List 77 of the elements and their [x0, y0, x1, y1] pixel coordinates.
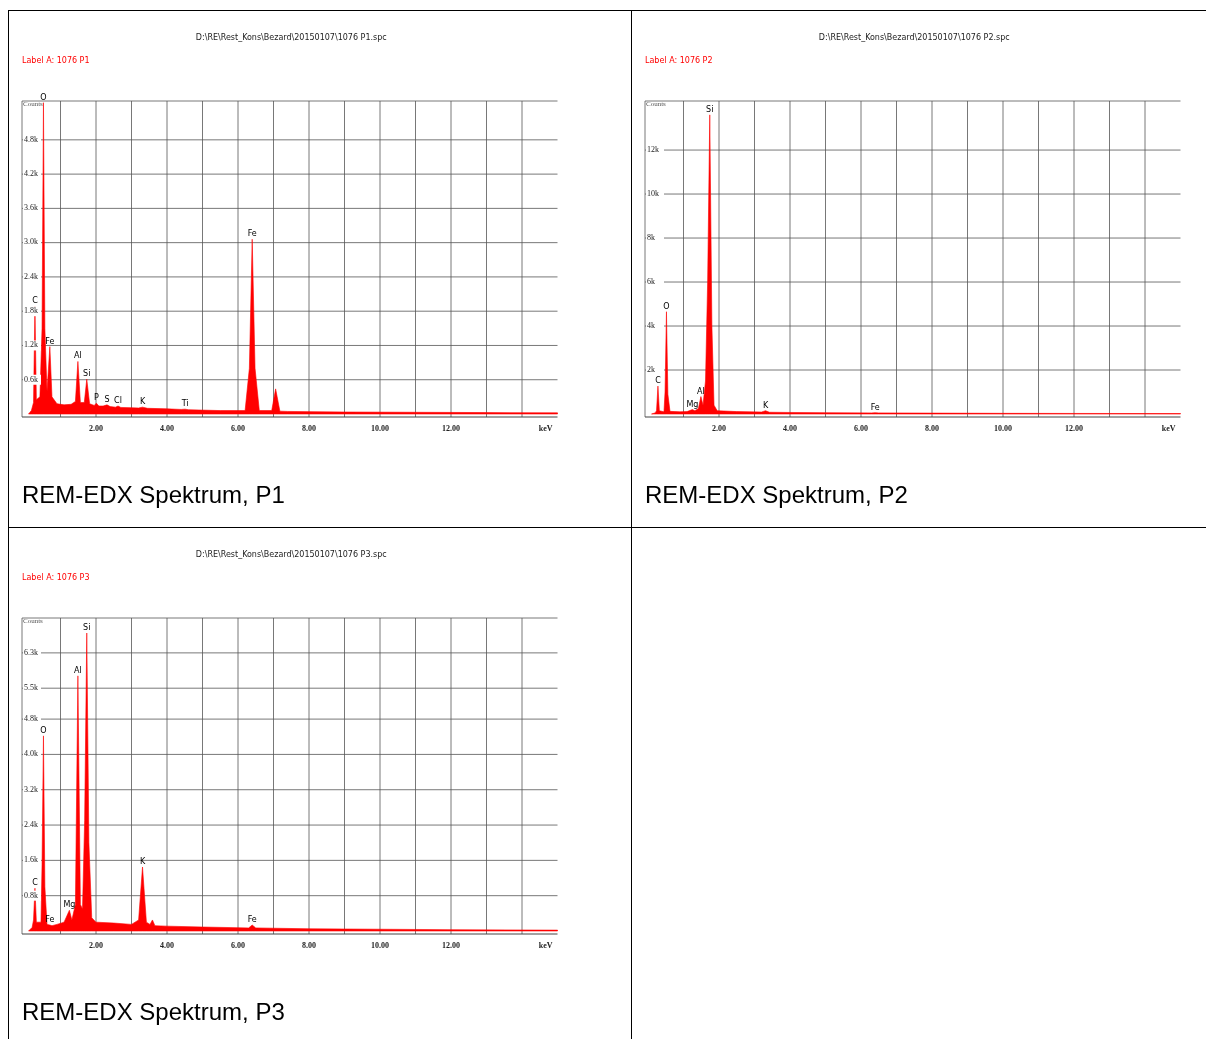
- annotation: Si: [83, 623, 91, 633]
- annotation: S: [104, 394, 110, 404]
- y-tick-label: 3.6k: [24, 203, 38, 213]
- annotation: Al: [74, 351, 82, 361]
- y-tick-label: 4k: [647, 320, 655, 330]
- chart-title: D:\RE\Rest_Kons\Bezard\20150107\1076 P1.spc: [195, 33, 387, 42]
- annotation: K: [139, 397, 146, 407]
- y-tick-label: 1.8k: [24, 306, 38, 316]
- x-tick-label: 2.00: [89, 424, 103, 433]
- annotation: C: [32, 296, 39, 306]
- text: REM-EDX Spektrum, P1: [22, 481, 285, 508]
- annotation: Fe: [247, 915, 257, 925]
- y-tick-label: 12k: [647, 144, 659, 154]
- chart-title: D:\RE\Rest_Kons\Bezard\20150107\1076 P3.spc: [195, 550, 387, 559]
- x-tick-label: 10.00: [994, 424, 1012, 433]
- annotation: Mg: [686, 399, 699, 409]
- x-tick-label: 4.00: [160, 424, 174, 433]
- y-tick-label: 0.6k: [24, 374, 38, 384]
- annotation: Si: [83, 369, 91, 379]
- y-tick-label: 10k: [647, 188, 659, 198]
- annotation: O: [40, 725, 47, 735]
- x-tick-label: 8.00: [302, 941, 316, 950]
- x-tick-label: 12.00: [442, 424, 460, 433]
- y-tick-label: 1.6k: [24, 855, 38, 865]
- x-tick-label: 8.00: [302, 424, 316, 433]
- annotation: Fe: [870, 402, 880, 412]
- annotation: Al: [697, 386, 705, 396]
- chart-subtitle: Label A: 1076 P1: [22, 56, 90, 65]
- chart-subtitle: Label A: 1076 P2: [645, 56, 713, 65]
- y-tick-label: 4.0k: [24, 749, 38, 759]
- x-tick-label: 10.00: [371, 941, 389, 950]
- y-tick-label: 3.2k: [24, 784, 38, 794]
- y-tick-label: 1.2k: [24, 340, 38, 350]
- chart-title: D:\RE\Rest_Kons\Bezard\20150107\1076 P2.spc: [818, 33, 1010, 42]
- y-tick-label: 5.5k: [24, 683, 38, 693]
- chart-subtitle: Label A: 1076 P3: [22, 573, 90, 582]
- x-tick-label: 6.00: [231, 424, 245, 433]
- x-tick-label: 8.00: [925, 424, 939, 433]
- annotation: K: [139, 856, 146, 866]
- x-tick-label: 6.00: [231, 941, 245, 950]
- text: REM-EDX Spektrum, P2: [645, 481, 908, 508]
- annotation: Si: [706, 104, 714, 114]
- x-tick-label: 2.00: [89, 941, 103, 950]
- x-tick-label: 4.00: [160, 941, 174, 950]
- y-tick-label: 4.8k: [24, 134, 38, 144]
- annotation: Fe: [45, 336, 55, 346]
- annotation: Al: [74, 665, 82, 675]
- y-tick-label: 3.0k: [24, 237, 38, 247]
- x-tick-label: 10.00: [371, 424, 389, 433]
- x-tick-label: 2.00: [712, 424, 726, 433]
- annotation: C: [32, 878, 39, 888]
- x-tick-label: 4.00: [783, 424, 797, 433]
- y-tick-label: 2k: [647, 364, 655, 374]
- y-tick-label: 4.2k: [24, 168, 38, 178]
- annotation: O: [663, 301, 670, 311]
- annotation: P: [93, 393, 99, 403]
- y-tick-label: 4.8k: [24, 713, 38, 723]
- annotation: O: [40, 92, 47, 102]
- annotation: Ti: [180, 399, 189, 409]
- x-tick-label: 12.00: [442, 941, 460, 950]
- annotation: Cl: [114, 396, 122, 405]
- y-tick-label: 0.8k: [24, 890, 38, 900]
- y-tick-label: 2.4k: [24, 271, 38, 281]
- annotation: K: [762, 400, 769, 410]
- y-tick-label: 6k: [647, 276, 655, 286]
- text: REM-EDX Spektrum, P3: [22, 998, 285, 1025]
- x-tick-label: 12.00: [1065, 424, 1083, 433]
- x-axis-title: keV: [1161, 424, 1176, 433]
- x-axis-title: keV: [538, 941, 553, 950]
- annotation: Fe: [247, 229, 257, 239]
- y-tick-label: 8k: [647, 232, 655, 242]
- annotation: Mg: [63, 900, 76, 910]
- annotation: C: [655, 376, 662, 386]
- y-tick-label: 2.4k: [24, 819, 38, 829]
- x-axis-title: keV: [538, 424, 553, 433]
- x-tick-label: 6.00: [854, 424, 868, 433]
- y-tick-label: 6.3k: [24, 647, 38, 657]
